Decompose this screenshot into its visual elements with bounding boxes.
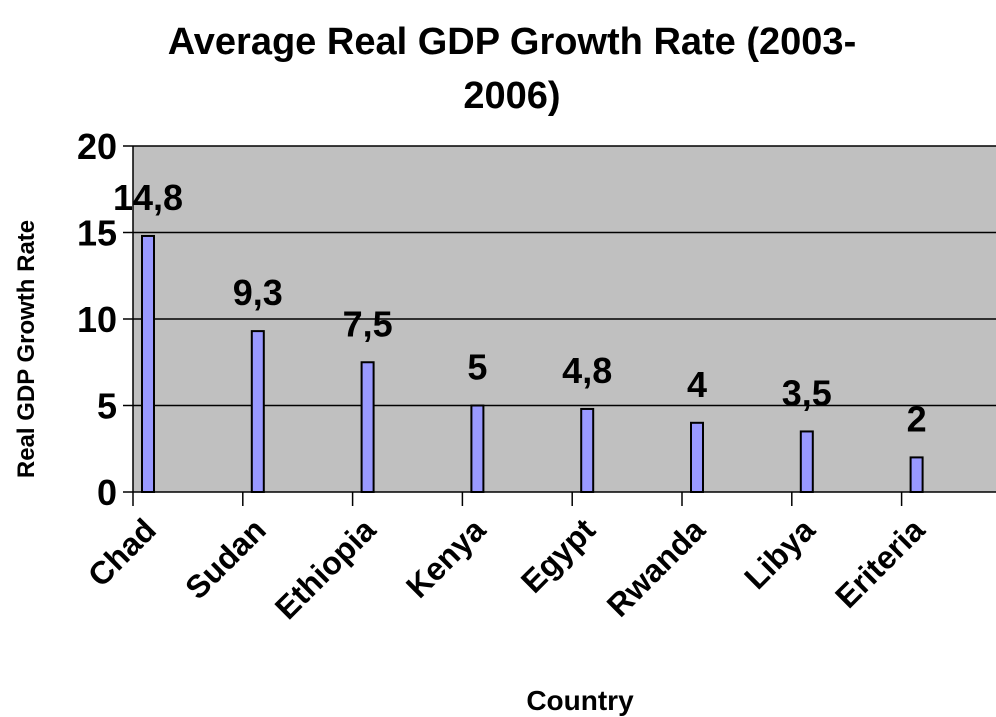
chart-title-line1: Average Real GDP Growth Rate (2003- bbox=[168, 21, 856, 63]
category-label-libya: Libya bbox=[737, 511, 822, 596]
y-tick-label: 15 bbox=[77, 213, 117, 254]
category-label-sudan: Sudan bbox=[178, 511, 273, 606]
data-label-ethiopia: 7,5 bbox=[343, 303, 393, 344]
y-tick-label: 0 bbox=[97, 472, 117, 513]
data-label-libya: 3,5 bbox=[782, 372, 832, 413]
chart-title-line2: 2006) bbox=[463, 75, 560, 117]
bar-ethiopia bbox=[360, 361, 375, 493]
category-label-rwanda: Rwanda bbox=[600, 511, 712, 623]
axes bbox=[123, 145, 996, 506]
y-tick-label: 10 bbox=[77, 299, 117, 340]
data-label-rwanda: 4 bbox=[687, 364, 707, 405]
data-labels: 14,8 9,3 7,5 5 4,8 4 3,5 2 bbox=[113, 177, 927, 439]
category-label-ethiopia: Ethiopia bbox=[268, 511, 383, 626]
bar-rwanda bbox=[690, 421, 704, 493]
bar-egypt bbox=[580, 407, 595, 493]
bars bbox=[141, 234, 924, 494]
data-label-egypt: 4,8 bbox=[562, 350, 612, 391]
bar-sudan bbox=[250, 330, 265, 493]
y-tick-labels: 0 5 10 15 20 bbox=[77, 126, 117, 513]
category-label-chad: Chad bbox=[81, 511, 163, 593]
data-label-chad: 14,8 bbox=[113, 177, 183, 218]
data-label-eriteria: 2 bbox=[907, 398, 927, 439]
bar-eriteria bbox=[909, 456, 924, 493]
x-axis-label: Country bbox=[526, 685, 634, 716]
bar-chad bbox=[141, 234, 155, 494]
y-tick-label: 5 bbox=[97, 386, 117, 427]
category-label-kenya: Kenya bbox=[399, 511, 493, 605]
y-tick-label: 20 bbox=[77, 126, 117, 167]
bar-libya bbox=[799, 430, 814, 494]
bar-kenya bbox=[470, 404, 485, 493]
data-label-kenya: 5 bbox=[467, 347, 487, 388]
y-axis-label: Real GDP Growth Rate bbox=[13, 220, 40, 478]
category-label-eriteria: Eriteria bbox=[828, 511, 932, 615]
gridlines bbox=[133, 145, 996, 407]
category-label-egypt: Egypt bbox=[514, 511, 603, 600]
data-label-sudan: 9,3 bbox=[233, 272, 283, 313]
